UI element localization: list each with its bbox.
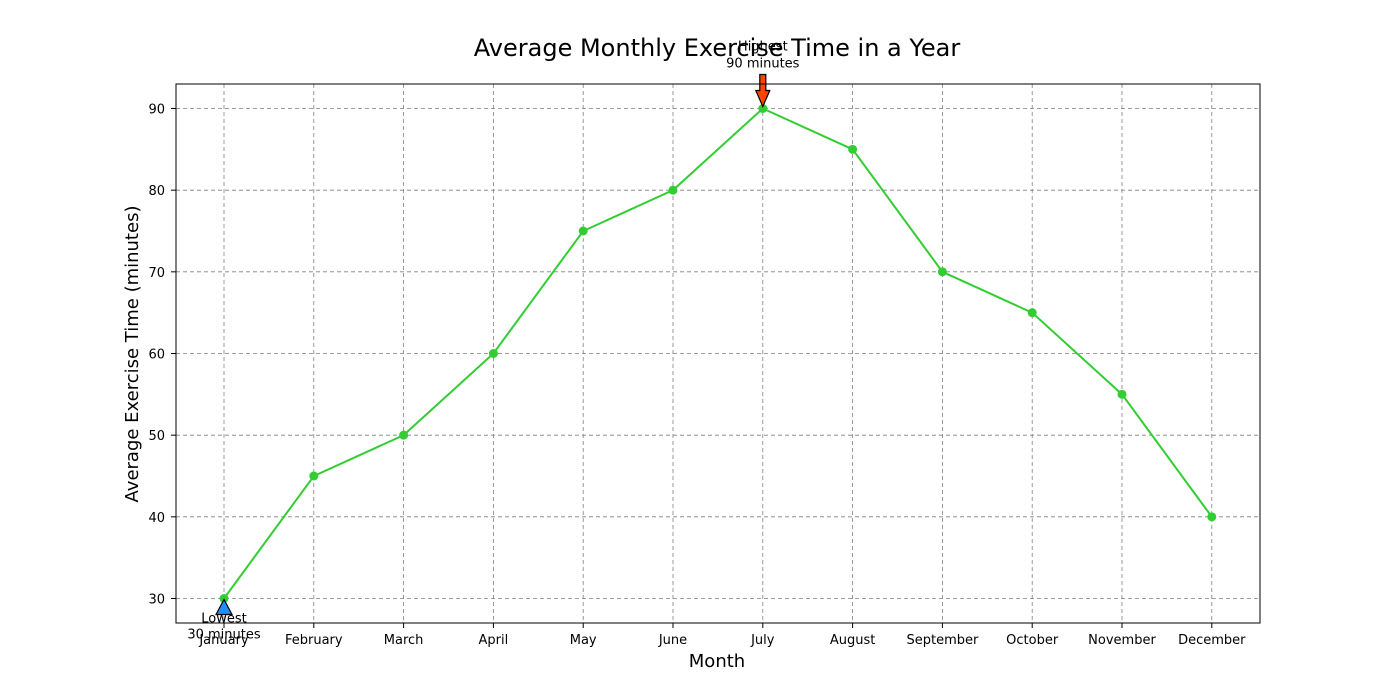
annotation-label-line1-july: Highest xyxy=(738,40,788,55)
x-tick-label-december: December xyxy=(1178,633,1246,648)
data-point-march xyxy=(399,430,409,440)
x-tick-label-october: October xyxy=(1006,633,1059,648)
y-tick-label-30: 30 xyxy=(148,593,165,608)
x-tick-label-march: March xyxy=(384,633,424,648)
y-tick-label-70: 70 xyxy=(148,266,165,281)
data-point-april xyxy=(488,349,498,358)
x-tick-label-july: July xyxy=(750,633,775,648)
data-point-september xyxy=(937,267,947,277)
x-tick-label-april: April xyxy=(479,633,509,648)
y-tick-label-60: 60 xyxy=(148,348,165,363)
y-tick-label-80: 80 xyxy=(148,184,165,199)
data-point-june xyxy=(668,185,678,195)
annotation-label-line2-july: 90 minutes xyxy=(726,57,800,72)
annotation-arrow-july xyxy=(754,73,771,108)
x-axis-label: Month xyxy=(689,651,745,672)
x-tick-label-june: June xyxy=(658,633,687,648)
chart-title: Average Monthly Exercise Time in a Year xyxy=(474,34,961,62)
plot-frame xyxy=(175,83,1261,624)
data-point-july xyxy=(758,104,768,113)
annotation-label-line2-january: 30 minutes xyxy=(187,628,261,643)
x-tick-label-january: January xyxy=(198,633,249,648)
data-point-november xyxy=(1117,389,1127,399)
tick-layer: January February March April May June July Augu… xyxy=(148,103,1246,649)
x-tick-label-february: February xyxy=(285,633,343,648)
y-tick-label-50: 50 xyxy=(148,429,165,444)
data-point-december xyxy=(1207,512,1217,522)
y-axis-label: Average Exercise Time (minutes) xyxy=(122,206,143,503)
x-tick-label-august: August xyxy=(830,633,876,648)
exercise-series-line xyxy=(223,107,1213,600)
y-tick-label-40: 40 xyxy=(148,511,165,526)
x-tick-label-september: September xyxy=(906,633,979,648)
data-point-may xyxy=(578,226,588,236)
y-tick-label-90: 90 xyxy=(148,103,165,118)
annotation-arrow-january xyxy=(215,598,233,616)
x-tick-label-may: May xyxy=(570,633,597,648)
x-tick-label-november: November xyxy=(1088,633,1156,648)
data-point-october xyxy=(1027,308,1037,318)
data-point-august xyxy=(848,144,858,154)
data-point-february xyxy=(309,471,319,481)
